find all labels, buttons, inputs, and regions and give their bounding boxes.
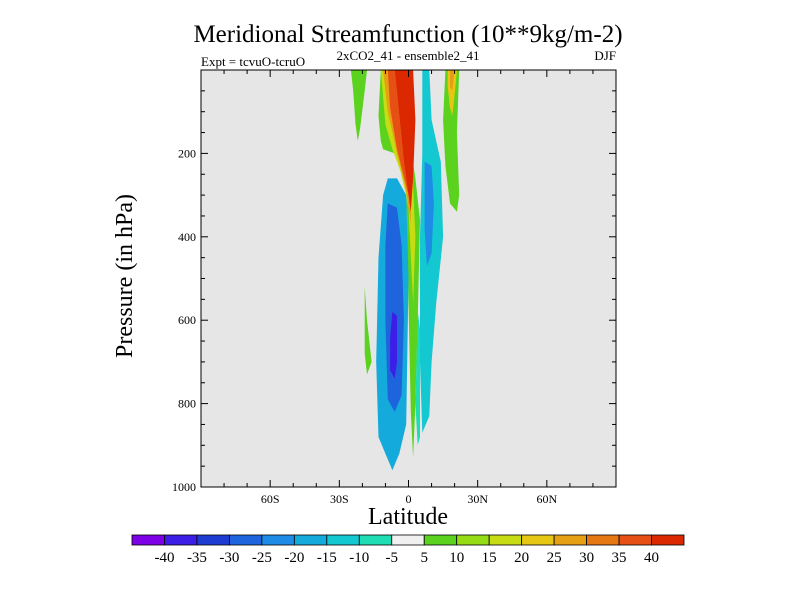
colorbar: -40 -35 -30 -25 -20 -15 -10 -5 5 10 15 20 25 30 35 40	[131, 534, 685, 566]
y-tick-label: 400	[178, 230, 196, 244]
colorbar-label: -25	[252, 550, 272, 566]
colorbar-box	[358, 534, 393, 546]
contour-sh-small-green	[364, 286, 372, 375]
y-tick-label: 600	[178, 313, 196, 327]
contour-upper-eq-redorange	[387, 70, 411, 212]
colorbar-label: -15	[317, 550, 337, 566]
colorbar-box	[553, 534, 587, 546]
x-axis-title: Latitude	[368, 504, 448, 530]
colorbar-box	[488, 534, 523, 546]
contour-nh-blue-core	[424, 161, 434, 266]
colorbar-label: -5	[386, 550, 399, 566]
colorbar-label: 30	[579, 550, 594, 566]
y-axis-title: Pressure (in hPa)	[112, 194, 138, 358]
colorbar-label: 40	[644, 550, 659, 566]
contour-sh-blue-deep	[390, 311, 397, 379]
x-tick-label: 60S	[261, 492, 280, 506]
plot-area	[200, 69, 617, 488]
colorbar-label: -20	[284, 550, 304, 566]
contour-eq-thin-cyan	[415, 311, 420, 446]
contour-sh-blue-core	[385, 203, 404, 412]
colorbar-box	[164, 534, 198, 546]
colorbar-label: 10	[449, 550, 464, 566]
colorbar-box	[196, 534, 230, 546]
colorbar-box	[261, 534, 295, 546]
x-tick-label: 30N	[467, 492, 488, 506]
colorbar-label: -40	[154, 550, 174, 566]
colorbar-box	[618, 534, 652, 546]
chart-subtitle-right: DJF	[594, 48, 616, 63]
colorbar-box	[229, 534, 263, 546]
colorbar-box	[391, 534, 425, 546]
y-tick-label: 1000	[172, 480, 196, 494]
colorbar-label: 15	[482, 550, 497, 566]
colorbar-label: 25	[547, 550, 562, 566]
y-tick-label: 800	[178, 397, 196, 411]
colorbar-box	[293, 534, 328, 546]
colorbar-label: 5	[420, 550, 428, 566]
colorbar-label: 20	[514, 550, 529, 566]
y-axis: 200 400 600 800 1000	[172, 90, 616, 494]
colorbar-box	[651, 534, 685, 546]
y-tick-label: 200	[178, 146, 196, 160]
contour-nh-upper-orange	[450, 70, 455, 91]
contour-fills	[350, 70, 460, 471]
colorbar-box	[521, 534, 555, 546]
colorbar-label: -35	[187, 550, 207, 566]
colorbar-box	[456, 534, 490, 546]
x-tick-label: 0	[406, 492, 412, 506]
colorbar-label: -10	[349, 550, 369, 566]
x-tick-label: 60N	[536, 492, 557, 506]
colorbar-box	[586, 534, 620, 546]
colorbar-box	[131, 534, 165, 546]
colorbar-label: -30	[219, 550, 239, 566]
colorbar-label: 35	[612, 550, 627, 566]
colorbar-box	[326, 534, 360, 546]
contour-upper-eq-red	[394, 70, 416, 212]
colorbar-box	[423, 534, 458, 546]
chart-subtitle-center: 2xCO2_41 - ensemble2_41	[337, 48, 480, 63]
x-tick-label: 30S	[330, 492, 349, 506]
x-axis: 60S 30S 0 30N 60N	[223, 70, 594, 506]
contour-nh-upper-green	[443, 70, 460, 212]
contour-upper-nh-green-left	[350, 70, 367, 141]
chart-subtitle-left: Expt = tcvuO-tcruO	[201, 54, 305, 69]
chart-title: Meridional Streamfunction (10**9kg/m-2)	[193, 21, 622, 48]
